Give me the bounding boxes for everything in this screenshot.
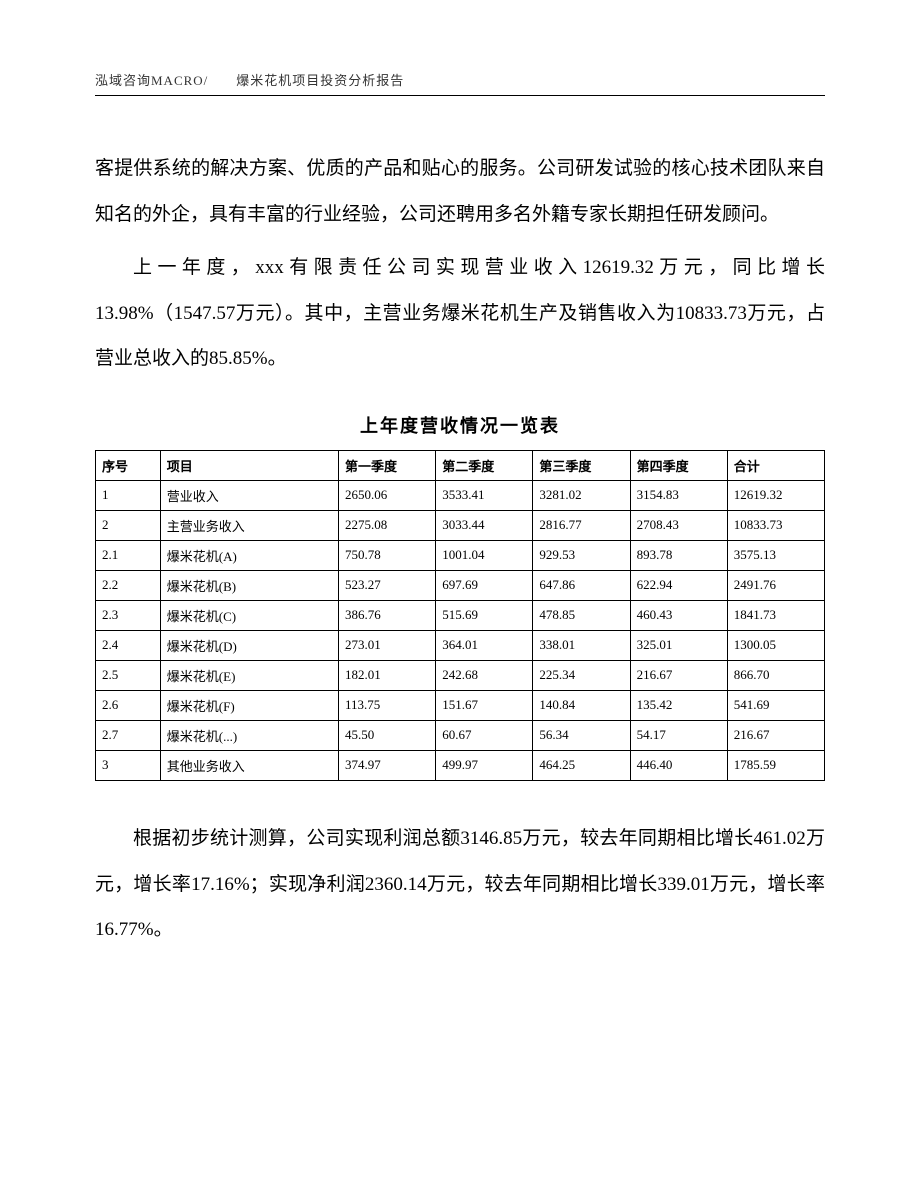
cell-total: 2491.76 (727, 570, 824, 600)
revenue-table: 序号 项目 第一季度 第二季度 第三季度 第四季度 合计 1 营业收入 2650… (95, 450, 825, 781)
cell-q3: 929.53 (533, 540, 630, 570)
cell-total: 3575.13 (727, 540, 824, 570)
col-header-q3: 第三季度 (533, 450, 630, 480)
cell-q3: 2816.77 (533, 510, 630, 540)
table-row: 2.2 爆米花机(B) 523.27 697.69 647.86 622.94 … (96, 570, 825, 600)
col-header-total: 合计 (727, 450, 824, 480)
cell-q2: 364.01 (436, 630, 533, 660)
cell-seq: 2.7 (96, 720, 161, 750)
cell-q1: 523.27 (339, 570, 436, 600)
col-header-item: 项目 (160, 450, 338, 480)
cell-seq: 3 (96, 750, 161, 780)
cell-q2: 499.97 (436, 750, 533, 780)
cell-q2: 1001.04 (436, 540, 533, 570)
paragraph-3: 根据初步统计测算，公司实现利润总额3146.85万元，较去年同期相比增长461.… (95, 816, 825, 953)
page-content: 泓域咨询MACRO/ 爆米花机项目投资分析报告 客提供系统的解决方案、优质的产品… (0, 0, 920, 1031)
paragraph-2: 上一年度，xxx有限责任公司实现营业收入12619.32万元，同比增长13.98… (95, 245, 825, 382)
cell-q1: 386.76 (339, 600, 436, 630)
cell-q2: 151.67 (436, 690, 533, 720)
table-row: 2.1 爆米花机(A) 750.78 1001.04 929.53 893.78… (96, 540, 825, 570)
cell-q4: 2708.43 (630, 510, 727, 540)
col-header-q2: 第二季度 (436, 450, 533, 480)
cell-q2: 3033.44 (436, 510, 533, 540)
cell-seq: 2.3 (96, 600, 161, 630)
table-row: 2.3 爆米花机(C) 386.76 515.69 478.85 460.43 … (96, 600, 825, 630)
cell-item: 主营业务收入 (160, 510, 338, 540)
cell-q1: 45.50 (339, 720, 436, 750)
cell-total: 866.70 (727, 660, 824, 690)
cell-seq: 2.2 (96, 570, 161, 600)
cell-seq: 2.5 (96, 660, 161, 690)
cell-q2: 3533.41 (436, 480, 533, 510)
cell-q3: 56.34 (533, 720, 630, 750)
cell-q4: 622.94 (630, 570, 727, 600)
cell-item: 爆米花机(F) (160, 690, 338, 720)
cell-q3: 647.86 (533, 570, 630, 600)
cell-total: 1785.59 (727, 750, 824, 780)
cell-q3: 338.01 (533, 630, 630, 660)
table-body: 1 营业收入 2650.06 3533.41 3281.02 3154.83 1… (96, 480, 825, 780)
cell-item: 营业收入 (160, 480, 338, 510)
table-row: 1 营业收入 2650.06 3533.41 3281.02 3154.83 1… (96, 480, 825, 510)
cell-item: 爆米花机(A) (160, 540, 338, 570)
cell-item: 爆米花机(C) (160, 600, 338, 630)
table-row: 3 其他业务收入 374.97 499.97 464.25 446.40 178… (96, 750, 825, 780)
col-header-q4: 第四季度 (630, 450, 727, 480)
cell-q1: 273.01 (339, 630, 436, 660)
cell-q4: 3154.83 (630, 480, 727, 510)
cell-total: 216.67 (727, 720, 824, 750)
cell-q3: 225.34 (533, 660, 630, 690)
table-header-row: 序号 项目 第一季度 第二季度 第三季度 第四季度 合计 (96, 450, 825, 480)
table-row: 2.5 爆米花机(E) 182.01 242.68 225.34 216.67 … (96, 660, 825, 690)
table-row: 2.6 爆米花机(F) 113.75 151.67 140.84 135.42 … (96, 690, 825, 720)
cell-q4: 446.40 (630, 750, 727, 780)
table-row: 2 主营业务收入 2275.08 3033.44 2816.77 2708.43… (96, 510, 825, 540)
col-header-seq: 序号 (96, 450, 161, 480)
cell-total: 12619.32 (727, 480, 824, 510)
cell-q1: 113.75 (339, 690, 436, 720)
cell-q2: 60.67 (436, 720, 533, 750)
cell-q4: 893.78 (630, 540, 727, 570)
cell-total: 1841.73 (727, 600, 824, 630)
cell-q4: 135.42 (630, 690, 727, 720)
cell-q1: 2650.06 (339, 480, 436, 510)
table-row: 2.4 爆米花机(D) 273.01 364.01 338.01 325.01 … (96, 630, 825, 660)
cell-seq: 2.6 (96, 690, 161, 720)
cell-item: 其他业务收入 (160, 750, 338, 780)
cell-q4: 460.43 (630, 600, 727, 630)
table-title: 上年度营收情况一览表 (95, 412, 825, 438)
cell-q4: 216.67 (630, 660, 727, 690)
cell-q1: 182.01 (339, 660, 436, 690)
col-header-q1: 第一季度 (339, 450, 436, 480)
cell-item: 爆米花机(...) (160, 720, 338, 750)
cell-q2: 697.69 (436, 570, 533, 600)
cell-item: 爆米花机(D) (160, 630, 338, 660)
cell-q3: 464.25 (533, 750, 630, 780)
cell-item: 爆米花机(B) (160, 570, 338, 600)
cell-q3: 478.85 (533, 600, 630, 630)
cell-q4: 54.17 (630, 720, 727, 750)
cell-total: 1300.05 (727, 630, 824, 660)
table-row: 2.7 爆米花机(...) 45.50 60.67 56.34 54.17 21… (96, 720, 825, 750)
cell-seq: 2.4 (96, 630, 161, 660)
cell-total: 541.69 (727, 690, 824, 720)
cell-seq: 2.1 (96, 540, 161, 570)
cell-q1: 374.97 (339, 750, 436, 780)
cell-q2: 515.69 (436, 600, 533, 630)
cell-q1: 750.78 (339, 540, 436, 570)
cell-total: 10833.73 (727, 510, 824, 540)
cell-seq: 1 (96, 480, 161, 510)
paragraph-1: 客提供系统的解决方案、优质的产品和贴心的服务。公司研发试验的核心技术团队来自知名… (95, 146, 825, 237)
cell-q3: 3281.02 (533, 480, 630, 510)
cell-q4: 325.01 (630, 630, 727, 660)
page-header: 泓域咨询MACRO/ 爆米花机项目投资分析报告 (95, 70, 825, 96)
cell-q2: 242.68 (436, 660, 533, 690)
cell-q1: 2275.08 (339, 510, 436, 540)
cell-q3: 140.84 (533, 690, 630, 720)
cell-seq: 2 (96, 510, 161, 540)
cell-item: 爆米花机(E) (160, 660, 338, 690)
